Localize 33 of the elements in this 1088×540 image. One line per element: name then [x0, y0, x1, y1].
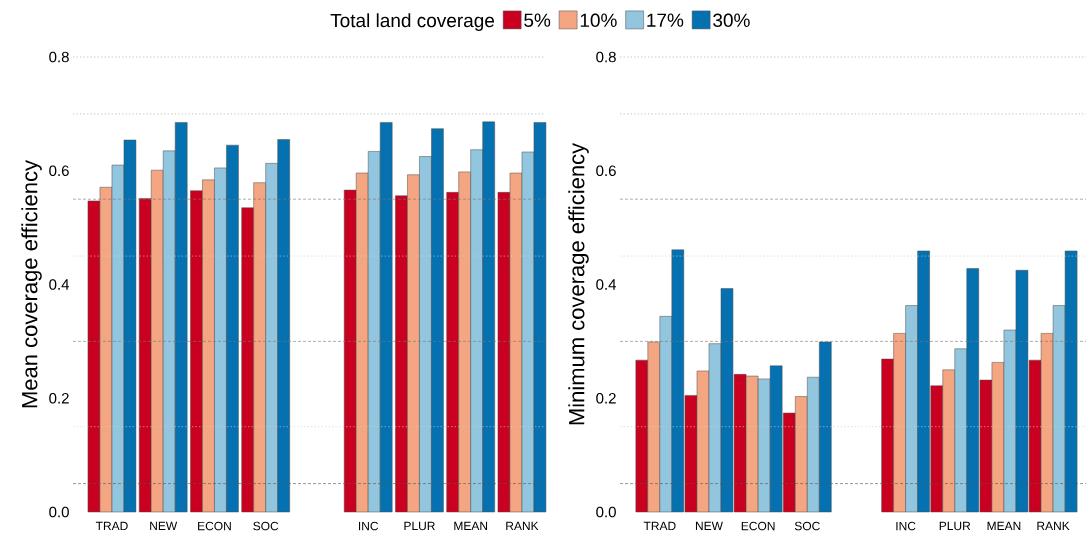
x-tick-label: INC — [896, 521, 916, 531]
x-tick-label: SOC — [794, 521, 820, 531]
x-tick-label: PLUR — [939, 521, 971, 531]
legend-label: 30% — [713, 13, 750, 27]
x-tick-label: TRAD — [95, 521, 128, 531]
y-tick-label: 0.8 — [596, 51, 616, 63]
legend-label: 5% — [524, 13, 551, 27]
x-tick-label: TRAD — [643, 521, 676, 531]
y-tick-label: 0.4 — [49, 279, 70, 290]
legend-label: 10% — [580, 13, 617, 27]
x-tick-label: INC — [358, 521, 379, 531]
y-tick-label: 0.4 — [596, 279, 617, 290]
y-tick-label: 0.0 — [49, 506, 69, 518]
legend-title: Total land coverage — [330, 13, 495, 31]
y-tick-label: 0.0 — [596, 506, 616, 518]
x-tick-label: NEW — [150, 521, 178, 531]
x-tick-label: RANK — [506, 521, 539, 531]
y-tick-label: 0.6 — [49, 165, 69, 177]
x-tick-label: ECON — [198, 521, 231, 531]
x-tick-label: RANK — [1037, 521, 1070, 531]
y-tick-label: 0.6 — [596, 165, 616, 177]
x-tick-label: ECON — [741, 521, 775, 531]
y-tick-label: 0.8 — [49, 51, 69, 63]
x-tick-label: NEW — [695, 521, 723, 531]
y-tick-label: 0.2 — [596, 392, 616, 404]
y-axis-title: Mean coverage efficiency — [21, 160, 42, 408]
x-tick-label: PLUR — [404, 521, 435, 531]
x-tick-label: SOC — [253, 521, 279, 531]
y-axis-title: Minimum coverage efficiency — [568, 142, 589, 425]
x-tick-label: MEAN — [987, 521, 1021, 531]
y-tick-label: 0.2 — [49, 392, 69, 404]
legend-label: 17% — [647, 13, 684, 27]
x-tick-label: MEAN — [454, 521, 488, 531]
